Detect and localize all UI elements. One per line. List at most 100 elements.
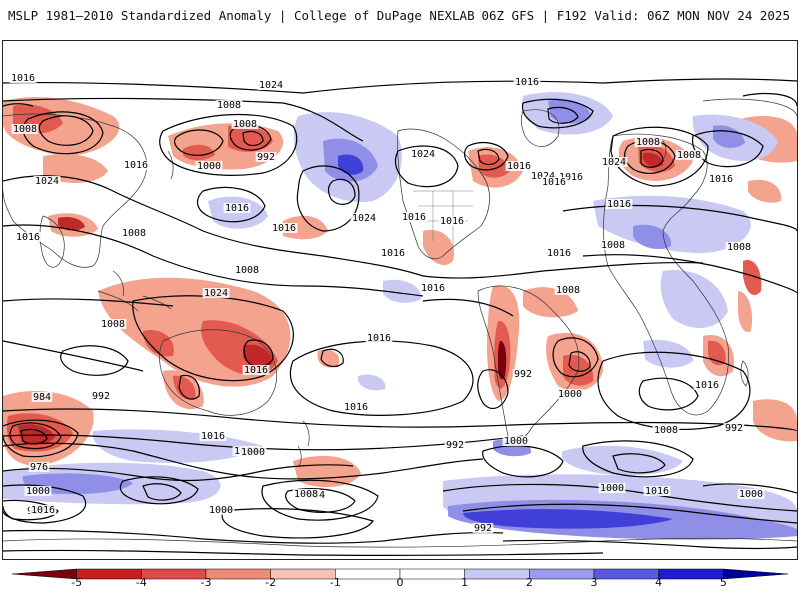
isobar-label: 1016: [225, 203, 249, 214]
isobar-label: 992: [514, 369, 532, 380]
colorbar-tick-label: -1: [329, 576, 341, 589]
model-run-info: 06Z GFS | F192 Valid: 06Z MON NOV 24 202…: [481, 8, 790, 23]
colorbar-tick-label: 2: [525, 576, 533, 589]
isobar-label-bg: [223, 203, 251, 213]
isobar-label-bg: [202, 288, 230, 298]
isobar-label-bg: [444, 440, 466, 450]
isobar-label-bg: [242, 365, 270, 375]
colorbar-segment: [141, 568, 207, 580]
isobar-label: 1016: [16, 232, 40, 243]
colorbar-scale: [11, 568, 789, 580]
isobar-label-bg: [512, 369, 534, 379]
isobar-label: 992: [725, 423, 743, 434]
isobar-label: 984: [33, 392, 51, 403]
isobar-label-bg: [99, 319, 127, 329]
isobar-label-bg: [122, 160, 150, 170]
isobar-label-bg: [292, 489, 320, 499]
isobar-label: 1016: [344, 402, 368, 413]
isobar-label: 1000: [241, 447, 265, 458]
isobar-label: 1016: [709, 174, 733, 185]
isobar-label: 1000: [197, 161, 221, 172]
isobar-label-bg: [598, 483, 626, 493]
isobar-label: 1016: [421, 283, 445, 294]
isobar-label-bg: [605, 199, 633, 209]
isobar-label: 1016: [201, 431, 225, 442]
isobar-label: 992: [474, 523, 492, 534]
colorbar-tick-label: 3: [590, 576, 598, 589]
isobar-label-bg: [556, 389, 584, 399]
isobar-label-bg: [652, 425, 680, 435]
isobar-label-bg: [529, 171, 557, 181]
isobar-label: 1000: [26, 486, 50, 497]
isobar-label-bg: [643, 486, 671, 496]
colorbar-segment: [593, 568, 659, 580]
isobar-label: 1016: [515, 77, 539, 88]
isobar-label-bg: [438, 216, 466, 226]
isobar-label: 1008: [654, 425, 678, 436]
isobar-label-bg: [120, 228, 148, 238]
isobar-label-bg: [24, 486, 52, 496]
isobar-label: 1000: [209, 505, 233, 516]
isobar-label: 1016: [124, 160, 148, 171]
isobar-label-bg: [195, 161, 223, 171]
isobar-label-bg: [233, 265, 261, 275]
isobar-label-bg: [554, 285, 582, 295]
isobar-label: 1024: [531, 171, 555, 182]
isobar-label: 1008: [233, 119, 257, 130]
colorbar-tick-label: 0: [396, 576, 404, 589]
isobar-label: 1024: [602, 157, 626, 168]
isobar-label-bg: [675, 150, 703, 160]
isobar-label: 1016: [244, 365, 268, 376]
isobar-label-bg: [31, 392, 53, 402]
isobar-label-bg: [409, 149, 437, 159]
colorbar-segment: [270, 568, 336, 580]
isobar-label-bg: [557, 172, 585, 182]
isobar-label-bg: [723, 423, 745, 433]
isobar-label: 1024: [259, 80, 283, 91]
colorbar-tick-label: -4: [135, 576, 147, 589]
colorbar: -5 -4 -3 -2 -1 0 1 2 3 4 5: [0, 568, 800, 600]
isobar-label-bg: [400, 212, 428, 222]
isobar-label: 1008: [636, 137, 660, 148]
colorbar-segment: [399, 568, 465, 580]
isobar-label-bg: [600, 157, 628, 167]
isobar-label: 1016: [402, 212, 426, 223]
colorbar-segment: [205, 568, 271, 580]
isobar-label-bg: [599, 240, 627, 250]
isobars: [3, 78, 797, 556]
isobar-label: 992: [257, 152, 275, 163]
isobar-label-bg: [693, 380, 721, 390]
isobar-label: 976: [30, 462, 48, 473]
isobar-label-bg: [270, 223, 298, 233]
isobar-label-bg: [472, 523, 494, 533]
isobar-label-bg: [545, 248, 573, 258]
header: MSLP 1981–2010 Standardized Anomaly | Co…: [0, 0, 800, 40]
colorbar-segment: [464, 568, 530, 580]
isobar-labels: 1016 1024 1016 1008 1008 1008 992 1000 1016 1024 1…: [9, 73, 765, 534]
isobar-label-bg: [231, 119, 259, 129]
colorbar-tick-label: -5: [71, 576, 83, 589]
isobar-label: 1008: [101, 319, 125, 330]
isobar-label-bg: [28, 462, 50, 472]
colorbar-tick-label: 1: [461, 576, 469, 589]
colorbar-segment: [723, 568, 789, 580]
isobar-label: 1016: [272, 223, 296, 234]
anomaly-map[interactable]: 1016 1024 1016 1008 1008 1008 992 1000 1016 1024 1…: [3, 41, 797, 559]
colorbar-tick-label: 4: [655, 576, 663, 589]
map-title: MSLP 1981–2010 Standardized Anomaly | Co…: [8, 8, 475, 23]
isobar-label-bg: [350, 213, 378, 223]
isobar-label-bg: [737, 489, 765, 499]
isobar-label: 1000: [558, 389, 582, 400]
isobar-label: 992: [92, 391, 110, 402]
isobar-label: 1008: [556, 285, 580, 296]
isobar-label-bg: [90, 391, 112, 401]
isobar-label-bg: [379, 248, 407, 258]
map-panel[interactable]: 1016 1024 1016 1008 1008 1008 992 1000 1016 1024 1…: [2, 40, 798, 560]
isobar-label: 1016: [559, 172, 583, 183]
colorbar-segment: [529, 568, 595, 580]
isobar-label-bg: [215, 100, 243, 110]
isobar-label-bg: [239, 447, 267, 457]
isobar-label: 1016: [31, 505, 55, 516]
isobar-label: 1008: [294, 489, 318, 500]
isobar-label-bg: [257, 80, 285, 90]
